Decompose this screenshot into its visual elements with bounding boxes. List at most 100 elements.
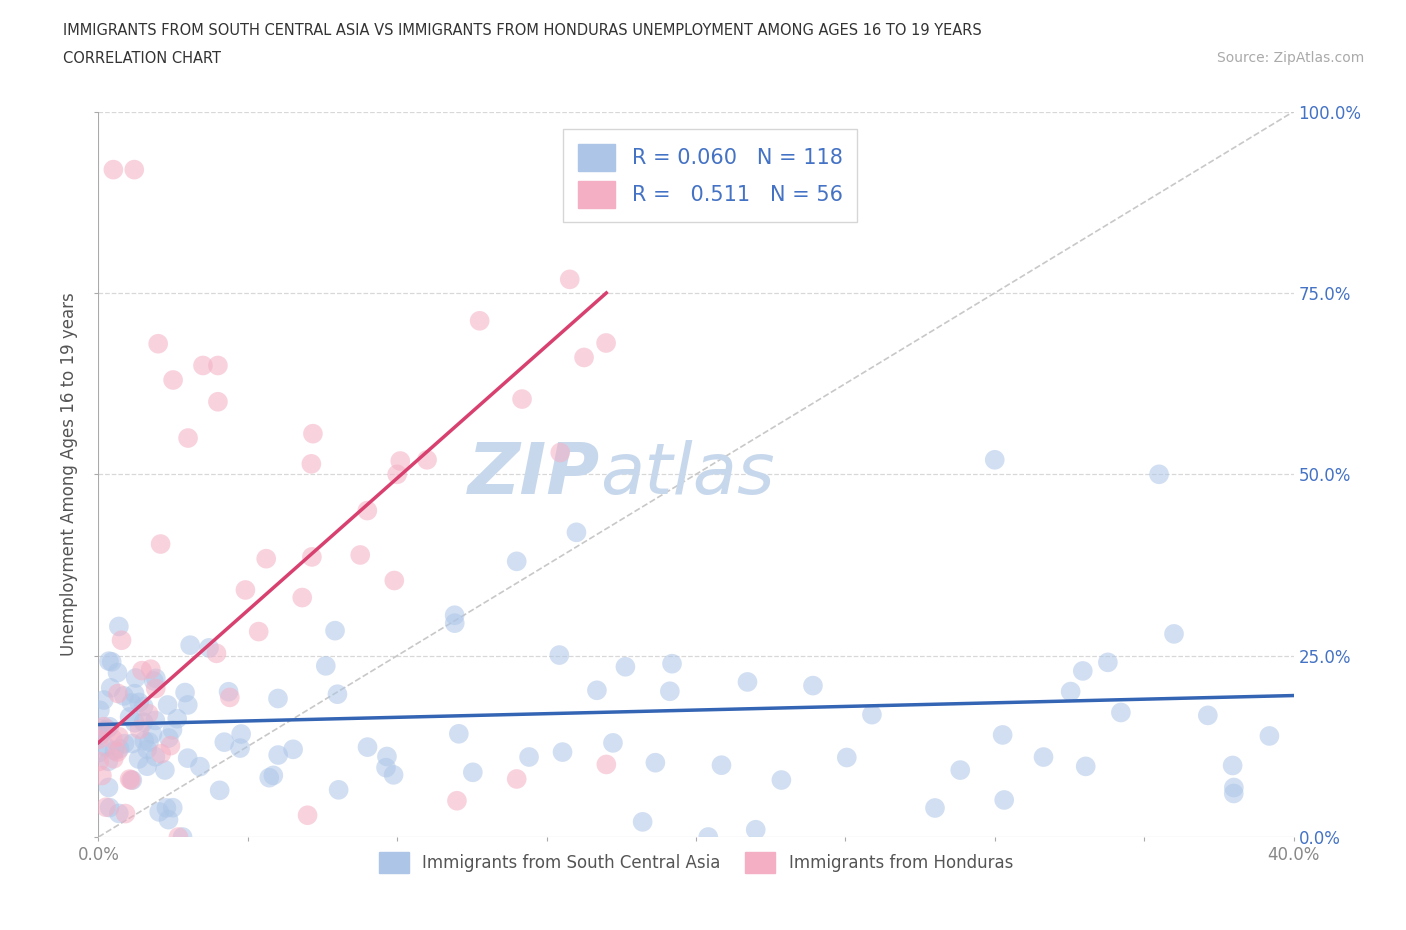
Point (1197, 708, 1219, 723)
Point (198, 641, 221, 656)
Point (375, 749, 398, 764)
Point (90, 768, 112, 783)
Point (107, 686, 129, 701)
Point (572, 350, 595, 365)
Point (291, 591, 314, 605)
Point (156, 698, 179, 712)
Point (103, 751, 125, 766)
Point (98, 719, 121, 734)
Point (145, 681, 167, 696)
Point (120, 773, 142, 788)
Point (1071, 663, 1094, 678)
Point (103, 162, 125, 177)
Point (214, 735, 236, 750)
Point (326, 686, 349, 701)
Point (157, 812, 180, 827)
Point (1222, 758, 1244, 773)
Point (461, 764, 484, 779)
Point (208, 783, 231, 798)
Point (124, 162, 146, 177)
Point (191, 358, 214, 373)
Point (299, 457, 322, 472)
Point (218, 690, 240, 705)
Point (389, 454, 412, 469)
Point (96, 722, 118, 737)
Point (98, 654, 121, 669)
Point (267, 691, 290, 706)
Point (87, 745, 110, 760)
Point (136, 759, 159, 774)
Text: CORRELATION CHART: CORRELATION CHART (63, 51, 221, 66)
Point (159, 738, 181, 753)
Point (118, 710, 141, 724)
Point (385, 467, 409, 482)
Point (97, 780, 120, 795)
Point (162, 373, 184, 388)
Point (93, 719, 115, 734)
Point (328, 782, 350, 797)
Point (174, 685, 197, 700)
Point (229, 740, 252, 755)
Point (188, 759, 211, 774)
Point (108, 741, 131, 756)
Point (1097, 655, 1119, 670)
Point (141, 726, 163, 741)
Point (860, 707, 883, 722)
Point (801, 678, 824, 693)
Point (949, 763, 972, 777)
Point (595, 336, 617, 351)
Point (97, 754, 120, 769)
Point (93, 723, 115, 737)
Point (167, 830, 190, 844)
Point (301, 550, 323, 565)
Point (176, 751, 198, 765)
Point (89, 728, 111, 743)
Point (323, 623, 346, 638)
Point (267, 748, 290, 763)
Point (107, 665, 129, 680)
Point (506, 554, 529, 569)
Point (134, 734, 156, 749)
Point (993, 792, 1015, 807)
Point (114, 806, 136, 821)
Point (103, 743, 125, 758)
Text: ZIP: ZIP (468, 440, 600, 509)
Point (281, 742, 304, 757)
Point (101, 732, 124, 747)
Point (697, 830, 720, 844)
Point (231, 726, 253, 741)
Point (155, 801, 177, 816)
Point (128, 695, 150, 710)
Point (125, 671, 148, 685)
Point (631, 815, 654, 830)
Point (142, 673, 165, 688)
Point (207, 358, 229, 373)
Point (924, 801, 946, 816)
Point (136, 742, 159, 757)
Point (177, 431, 200, 445)
Point (139, 662, 162, 677)
Point (297, 808, 319, 823)
Point (150, 746, 173, 761)
Point (157, 731, 180, 746)
Text: IMMIGRANTS FROM SOUTH CENTRAL ASIA VS IMMIGRANTS FROM HONDURAS UNEMPLOYMENT AMON: IMMIGRANTS FROM SOUTH CENTRAL ASIA VS IM… (63, 23, 981, 38)
Point (148, 804, 170, 819)
Point (207, 394, 229, 409)
Point (349, 548, 371, 563)
Point (145, 671, 167, 685)
Point (984, 452, 1007, 467)
Point (1074, 759, 1097, 774)
Point (110, 632, 132, 647)
Point (124, 686, 146, 701)
Point (443, 616, 465, 631)
Point (107, 745, 129, 760)
Point (90, 722, 112, 737)
Point (565, 525, 588, 539)
Y-axis label: Unemployment Among Ages 16 to 19 years: Unemployment Among Ages 16 to 19 years (60, 292, 79, 657)
Point (235, 582, 257, 597)
Point (506, 772, 529, 787)
Point (745, 822, 768, 837)
Point (121, 696, 143, 711)
Point (737, 674, 759, 689)
Point (443, 608, 465, 623)
